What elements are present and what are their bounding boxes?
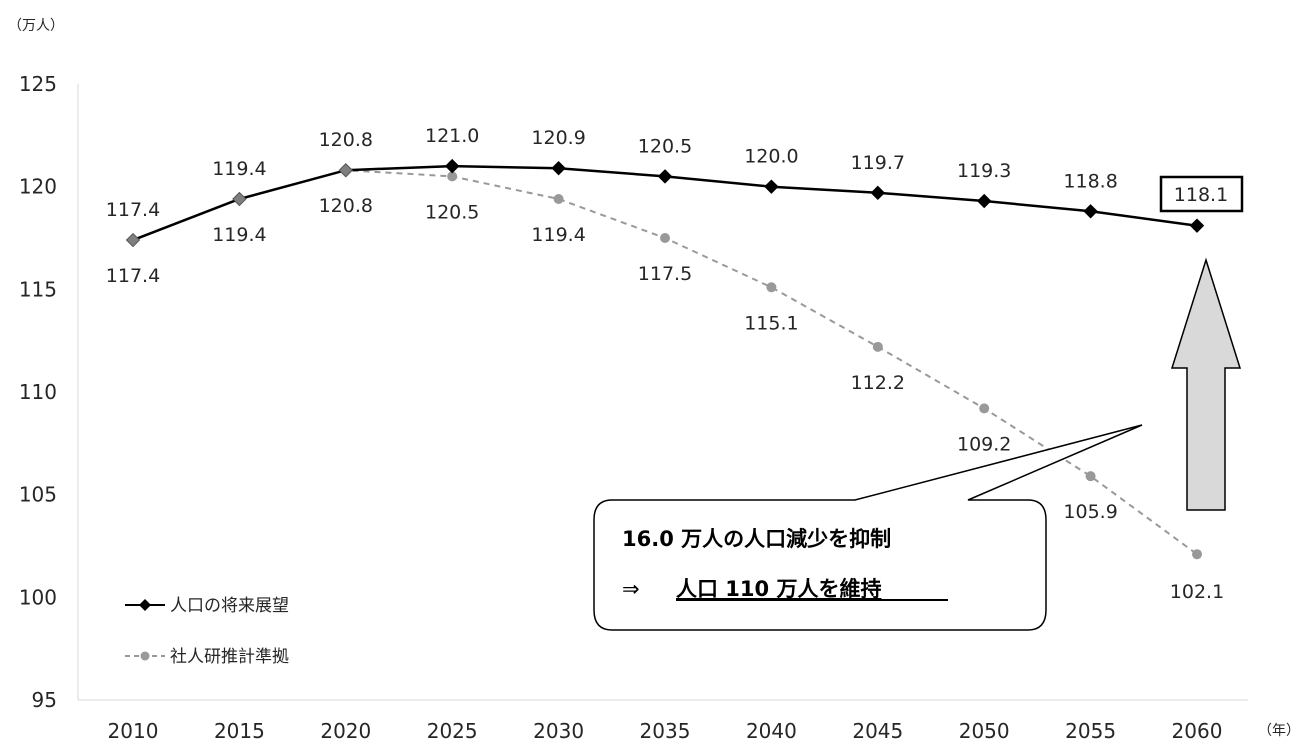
point-ipss bbox=[872, 341, 883, 352]
data-label-ipss: 102.1 bbox=[1170, 581, 1224, 603]
point-ipss bbox=[979, 403, 990, 414]
up-arrow-icon bbox=[1170, 257, 1242, 511]
x-unit-label: （年） bbox=[1258, 723, 1299, 739]
callout-arrow-symbol: ⇒ bbox=[622, 577, 640, 601]
data-label-ipss: 119.4 bbox=[531, 224, 585, 246]
point-projection bbox=[551, 160, 566, 176]
data-label-projection: 117.4 bbox=[106, 199, 160, 221]
series-layer bbox=[125, 158, 1205, 560]
legend-diamond-icon bbox=[139, 599, 151, 611]
point-ipss bbox=[1085, 471, 1096, 482]
point-ipss bbox=[1192, 549, 1202, 560]
x-tick-label: 2010 bbox=[108, 719, 159, 743]
x-tick-label: 2030 bbox=[533, 719, 584, 743]
point-projection bbox=[232, 191, 247, 207]
point-projection bbox=[1189, 218, 1205, 233]
legend-label-ipss: 社人研推計準拠 bbox=[170, 647, 289, 667]
point-projection bbox=[870, 185, 886, 201]
point-projection bbox=[976, 193, 992, 209]
point-projection bbox=[1083, 204, 1098, 219]
x-tick-labels: 2010 2015 2020 2025 2030 2035 2040 2045 2050 2055… bbox=[108, 719, 1223, 743]
point-projection bbox=[657, 169, 673, 184]
y-tick-label: 95 bbox=[32, 688, 57, 712]
point-projection bbox=[338, 163, 354, 178]
y-unit-label: （万人） bbox=[8, 18, 64, 34]
callout-line1: 16.0 万人の人口減少を抑制 bbox=[622, 527, 891, 551]
x-tick-label: 2055 bbox=[1065, 719, 1116, 743]
x-tick-label: 2020 bbox=[320, 719, 371, 743]
series-line-ipss bbox=[132, 169, 1198, 556]
point-projection bbox=[125, 232, 141, 248]
x-tick-label: 2045 bbox=[852, 719, 903, 743]
data-label-projection: 120.9 bbox=[531, 127, 585, 149]
data-label-ipss: 105.9 bbox=[1063, 501, 1117, 523]
data-label-projection: 120.5 bbox=[638, 135, 692, 157]
legend-circle-icon bbox=[140, 651, 150, 661]
point-ipss bbox=[766, 282, 777, 293]
y-tick-label: 100 bbox=[19, 585, 57, 609]
point-projection bbox=[764, 179, 779, 194]
data-label-ipss: 112.2 bbox=[851, 372, 905, 394]
point-ipss bbox=[660, 233, 670, 243]
callout-bubble bbox=[593, 424, 1143, 631]
data-label-ipss: 120.5 bbox=[425, 201, 479, 223]
data-label-ipss: 117.5 bbox=[638, 263, 692, 285]
y-tick-labels: 95 100 105 110 115 120 125 bbox=[19, 72, 57, 712]
data-label-projection: 118.8 bbox=[1063, 170, 1117, 192]
data-label-ipss: 119.4 bbox=[212, 224, 266, 246]
boxed-value: 118.1 bbox=[1174, 184, 1228, 206]
data-label-projection: 121.0 bbox=[425, 125, 479, 147]
callout-line2: 人口 110 万人を維持 bbox=[676, 577, 881, 601]
point-ipss bbox=[447, 171, 458, 182]
y-tick-label: 105 bbox=[19, 483, 57, 507]
legend: 人口の将来展望 社人研推計準拠 bbox=[125, 596, 289, 667]
data-label-ipss: 115.1 bbox=[744, 312, 798, 334]
x-tick-label: 2025 bbox=[427, 719, 478, 743]
point-projection bbox=[444, 158, 460, 174]
data-label-projection: 120.0 bbox=[744, 146, 798, 168]
x-tick-label: 2015 bbox=[214, 719, 265, 743]
data-label-ipss: 117.4 bbox=[106, 265, 160, 287]
data-label-projection: 119.4 bbox=[212, 158, 266, 180]
x-tick-label: 2035 bbox=[640, 719, 691, 743]
data-labels-layer: 117.4 119.4 120.8 121.0 120.9 120.5 120.0 119.7… bbox=[106, 125, 1224, 603]
boxed-value-frame bbox=[1159, 175, 1244, 213]
x-tick-label: 2050 bbox=[959, 719, 1010, 743]
data-label-projection: 119.3 bbox=[957, 160, 1011, 182]
data-label-projection: 120.8 bbox=[319, 129, 373, 151]
y-tick-label: 125 bbox=[19, 72, 57, 96]
y-tick-label: 115 bbox=[19, 277, 57, 301]
legend-label-projection: 人口の将来展望 bbox=[170, 596, 289, 616]
y-tick-label: 120 bbox=[19, 175, 57, 199]
x-tick-label: 2040 bbox=[746, 719, 797, 743]
data-label-ipss: 109.2 bbox=[957, 433, 1011, 455]
point-ipss bbox=[553, 193, 564, 204]
y-tick-label: 110 bbox=[19, 380, 57, 404]
x-tick-label: 2060 bbox=[1172, 719, 1223, 743]
data-label-projection: 119.7 bbox=[851, 152, 905, 174]
data-label-ipss: 120.8 bbox=[319, 195, 373, 217]
